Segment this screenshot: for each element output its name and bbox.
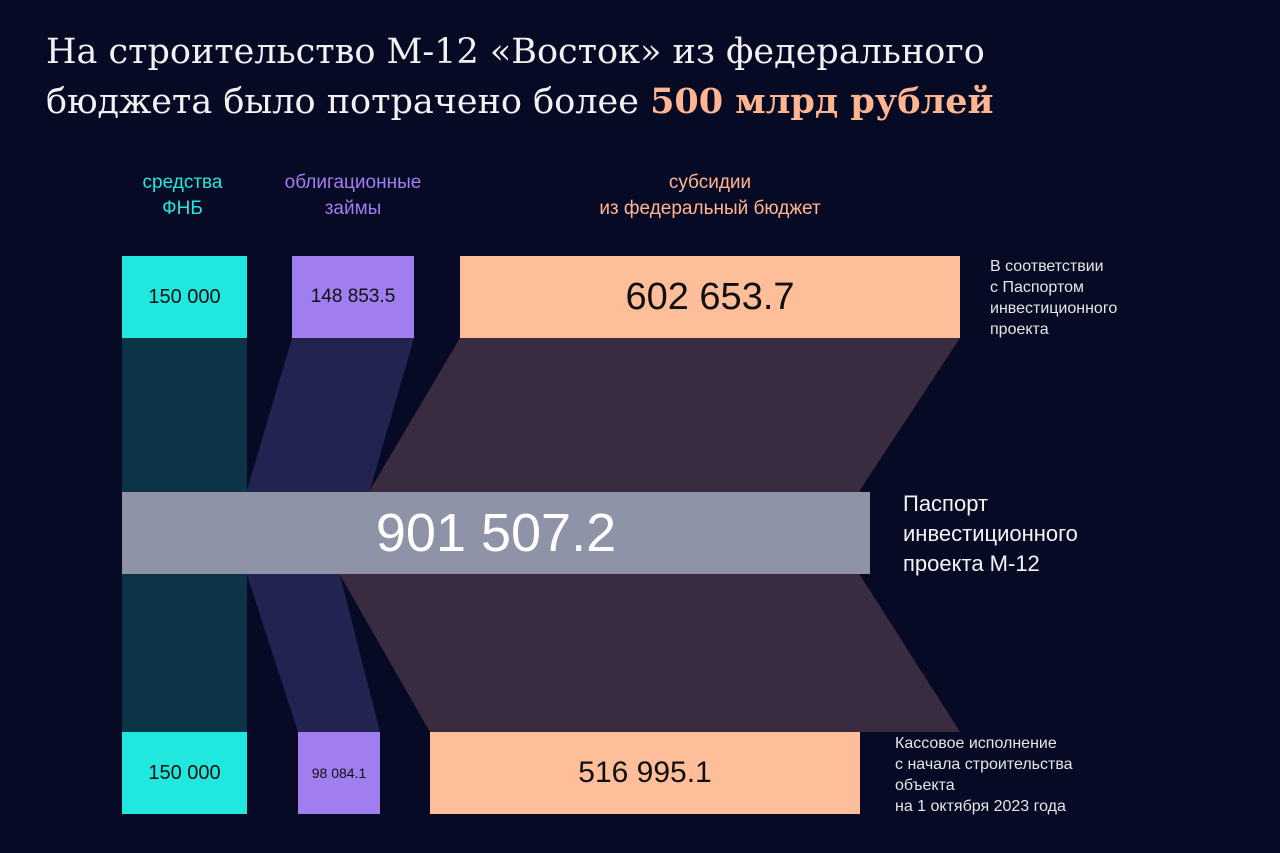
passport-note-line1: В соответствии xyxy=(990,258,1104,275)
passport-subsidies-box: 602 653.7 xyxy=(460,256,960,338)
page-title: На строительство М-12 «Восток» из федера… xyxy=(46,28,1046,127)
actual-note-line1: Кассовое исполнение xyxy=(895,735,1057,752)
actual-bonds-value: 98 084.1 xyxy=(311,765,367,781)
passport-fnb-value: 150 000 xyxy=(148,285,221,308)
actual-note-line3: объекта xyxy=(895,777,955,794)
actual-fnb-box: 150 000 xyxy=(122,732,247,814)
passport-note-line2: с Паспортом xyxy=(990,279,1084,296)
actual-bonds-box: 98 084.1 xyxy=(298,732,380,814)
category-bonds-line2: займы xyxy=(324,198,382,219)
total-label-line3: проекта М-12 xyxy=(903,551,1040,576)
total-label: Паспорт инвестиционного проекта М-12 xyxy=(903,489,1163,579)
passport-note: В соответствии с Паспортом инвестиционно… xyxy=(990,256,1190,340)
actual-fnb-value: 150 000 xyxy=(148,761,221,784)
total-label-line1: Паспорт xyxy=(903,491,989,516)
category-bonds: облигационные займы xyxy=(253,170,453,222)
passport-note-line4: проекта xyxy=(990,321,1049,338)
category-subsidies-line1: субсидии xyxy=(668,172,752,193)
title-line1: На строительство М-12 «Восток» из федера… xyxy=(46,32,985,72)
passport-bonds-value: 148 853.5 xyxy=(310,286,396,307)
category-subsidies-line2: из федеральный бюджет xyxy=(599,198,821,219)
category-fnb-line1: средства xyxy=(142,172,223,193)
passport-subsidies-value: 602 653.7 xyxy=(625,275,795,318)
passport-note-line3: инвестиционного xyxy=(990,300,1118,317)
category-subsidies: субсидии из федеральный бюджет xyxy=(540,170,880,222)
total-box: 901 507.2 xyxy=(122,492,870,574)
total-value: 901 507.2 xyxy=(375,503,617,563)
passport-fnb-box: 150 000 xyxy=(122,256,247,338)
actual-note: Кассовое исполнение с начала строительст… xyxy=(895,733,1135,817)
title-line2: бюджета было потрачено более xyxy=(46,82,651,122)
title-highlight: 500 млрд рублей xyxy=(650,81,994,122)
actual-subsidies-value: 516 995.1 xyxy=(578,756,712,789)
category-fnb: средства ФНБ xyxy=(110,170,255,222)
passport-bonds-box: 148 853.5 xyxy=(292,256,414,338)
category-fnb-line2: ФНБ xyxy=(162,198,203,219)
category-bonds-line1: облигационные xyxy=(284,172,422,193)
total-label-line2: инвестиционного xyxy=(903,521,1078,546)
actual-note-line4: на 1 октября 2023 года xyxy=(895,798,1066,815)
actual-subsidies-box: 516 995.1 xyxy=(430,732,860,814)
actual-note-line2: с начала строительства xyxy=(895,756,1073,773)
